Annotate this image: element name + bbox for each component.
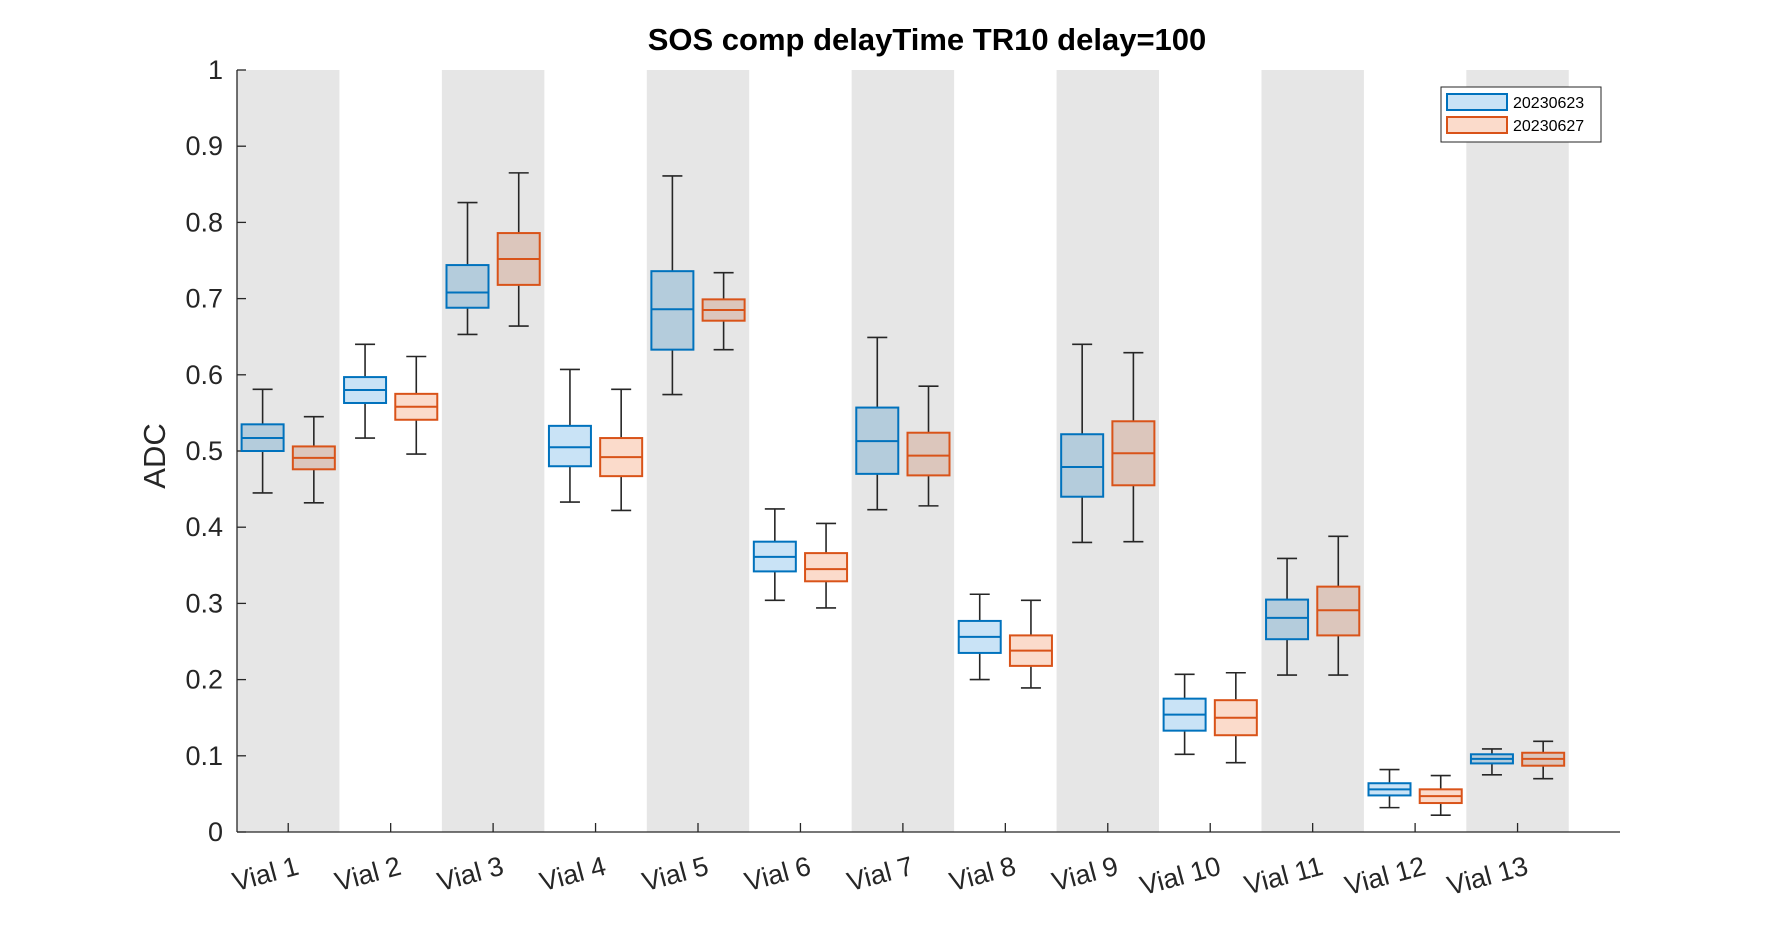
box-plot	[650, 175, 695, 396]
box-plot	[1265, 557, 1310, 676]
chart-title: SOS comp delayTime TR10 delay=100	[648, 22, 1207, 57]
box-plot	[1367, 768, 1412, 809]
box-iqr	[906, 431, 951, 477]
vial-band	[1466, 70, 1569, 832]
box-plot	[394, 355, 439, 455]
box-iqr	[1265, 598, 1310, 641]
y-tick-label: 0.6	[185, 360, 223, 390]
y-tick-label: 0.9	[185, 131, 223, 161]
box-plot	[1162, 673, 1207, 756]
y-tick-label: 0.7	[185, 284, 223, 314]
legend-label: 20230627	[1513, 118, 1584, 135]
chart-text: SOS comp delayTime TR10 delay=100 ADC	[137, 22, 1206, 489]
x-tick-label: Vial 3	[434, 851, 507, 897]
y-tick-label: 0.8	[185, 207, 223, 237]
box-plot	[1008, 599, 1053, 689]
legend: 20230623 20230627	[1440, 86, 1602, 143]
box-plot	[701, 271, 746, 351]
vial-band	[1261, 70, 1364, 832]
box-plot	[752, 508, 797, 602]
box-plot	[1521, 740, 1566, 780]
x-tick-label: Vial 7	[844, 851, 917, 897]
box-iqr	[445, 264, 490, 309]
box-plot	[1418, 774, 1463, 817]
box-plot	[1111, 351, 1156, 543]
box-plot	[1060, 343, 1105, 544]
x-tick-label: Vial 6	[741, 851, 814, 897]
x-tick-label: Vial 12	[1342, 851, 1429, 901]
box-plot	[1316, 535, 1361, 676]
box-plot	[291, 415, 336, 504]
vial-band	[441, 70, 545, 832]
box-plot	[547, 368, 592, 503]
box-plot	[599, 388, 644, 512]
x-tick-label: Vial 10	[1137, 851, 1224, 901]
box-plot	[445, 201, 490, 336]
y-axis-label: ADC	[137, 423, 172, 488]
vial-band	[646, 70, 750, 832]
x-tick-label: Vial 4	[537, 851, 610, 897]
y-tick-label: 1	[208, 55, 223, 85]
y-tick-label: 0.4	[185, 512, 223, 542]
x-tick-label: Vial 8	[946, 851, 1019, 897]
box-plot	[1213, 671, 1258, 764]
y-tick-label: 0.1	[185, 741, 223, 771]
box-iqr	[1060, 433, 1105, 498]
x-tick-label: Vial 5	[639, 851, 712, 897]
y-tick-label: 0.3	[185, 588, 223, 618]
box-plot	[906, 385, 951, 507]
box-plot	[855, 336, 900, 511]
vial-background-bands	[237, 70, 1569, 832]
y-tick-label: 0.5	[185, 436, 223, 466]
box-plot	[496, 172, 541, 327]
y-tick-label: 0	[208, 817, 223, 847]
x-tick-label: Vial 13	[1444, 851, 1531, 901]
box-iqr	[650, 270, 695, 351]
y-tick-label: 0.2	[185, 665, 223, 695]
legend-swatch	[1446, 116, 1508, 134]
x-tick-label: Vial 2	[332, 851, 405, 897]
legend-swatch	[1446, 93, 1508, 111]
box-plot	[240, 388, 285, 494]
legend-label: 20230623	[1513, 95, 1584, 112]
box-plot	[343, 343, 388, 439]
box-plot	[804, 522, 849, 609]
box-plots	[240, 172, 1566, 817]
x-tick-label: Vial 1	[229, 851, 302, 897]
x-tick-label: Vial 11	[1241, 851, 1326, 901]
box-plot	[1469, 748, 1514, 776]
box-iqr	[804, 552, 849, 583]
x-tick-label: Vial 9	[1049, 851, 1122, 897]
box-plot	[957, 593, 1002, 681]
box-iqr	[547, 424, 592, 468]
